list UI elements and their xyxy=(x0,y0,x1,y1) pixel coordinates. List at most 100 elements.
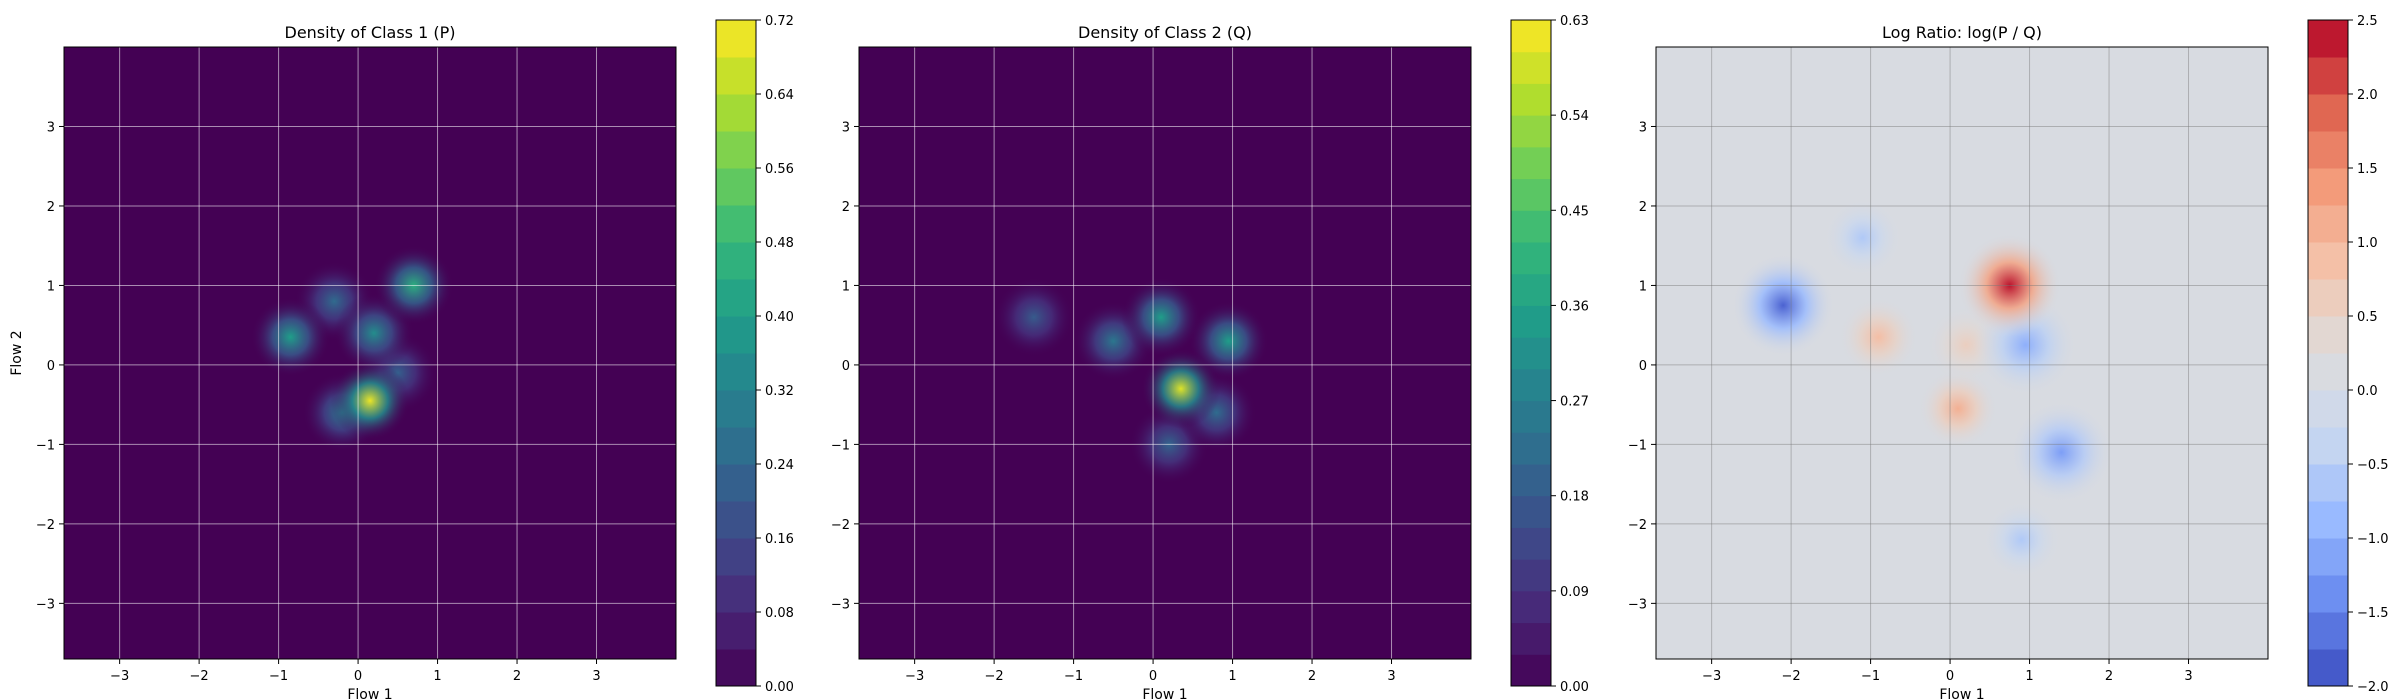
colorbar-level xyxy=(1511,495,1551,528)
colorbar-tick-label: 2.0 xyxy=(2357,88,2378,103)
y-tick-label: −3 xyxy=(1628,597,1647,612)
x-tick-label: 0 xyxy=(354,669,362,684)
colorbar-level xyxy=(1511,432,1551,465)
density-peak xyxy=(1121,277,1201,357)
colorbar-level xyxy=(2308,20,2348,58)
colorbar-level xyxy=(2308,612,2348,650)
y-tick-label: −1 xyxy=(36,438,55,453)
colorbar-level xyxy=(716,279,756,317)
y-tick-label: −2 xyxy=(1628,518,1647,533)
colorbar-level xyxy=(1511,464,1551,497)
colorbar-level xyxy=(716,464,756,502)
colorbar-level xyxy=(1511,242,1551,275)
density-peak xyxy=(1822,198,1903,278)
y-tick-label: 1 xyxy=(842,279,850,294)
plot-area xyxy=(1656,47,2268,659)
density-peak xyxy=(1958,233,2062,338)
colorbar-level xyxy=(2308,168,2348,206)
x-tick-label: −3 xyxy=(110,669,129,684)
density-peak xyxy=(1731,253,1835,357)
panel-2: −3 −2 −1 0 1 2 3 −3 −2 −1 0 1 2 3 Density of Class 2 (… xyxy=(831,14,1589,700)
density-peak xyxy=(1981,500,2062,580)
colorbar: −2.0 −1.5 −1.0 −0.5 0.0 0.5 1.0 1.5 2.0 2.5 xyxy=(2307,14,2389,695)
colorbar: 0.00 0.08 0.16 0.24 0.32 0.40 0.48 0.56 0.64 0.72 xyxy=(715,14,794,695)
colorbar-level xyxy=(716,390,756,428)
colorbar-tick-label: 0.48 xyxy=(765,236,794,251)
x-tick-label: −1 xyxy=(1861,669,1880,684)
plot-area xyxy=(859,47,1471,659)
colorbar-frame xyxy=(715,19,757,687)
colorbar-tick-label: 2.5 xyxy=(2357,14,2378,29)
x-tick-label: −2 xyxy=(985,669,1004,684)
colorbar-level xyxy=(2308,649,2348,687)
colorbar-level xyxy=(1511,178,1551,211)
colorbar-level xyxy=(1511,51,1551,84)
x-tick-label: 3 xyxy=(2184,669,2192,684)
colorbar-level xyxy=(1511,146,1551,180)
axes-frame xyxy=(63,46,677,660)
x-tick-label: −1 xyxy=(1064,669,1083,684)
chart-title: Density of Class 2 (Q) xyxy=(1078,23,1252,42)
colorbar-level xyxy=(2308,57,2348,95)
colorbar-level xyxy=(716,168,756,206)
colorbar-level xyxy=(1511,368,1551,402)
colorbar-tick-label: 0.18 xyxy=(1560,490,1589,505)
x-axis-label: Flow 1 xyxy=(1142,687,1187,700)
colorbar-level xyxy=(1511,654,1551,687)
x-tick-label: 1 xyxy=(1228,669,1236,684)
colorbar-tick-label: 0.08 xyxy=(765,606,794,621)
x-tick-label: −1 xyxy=(269,669,288,684)
colorbar-level xyxy=(1511,527,1551,560)
x-tick-label: −3 xyxy=(905,669,924,684)
colorbar-level xyxy=(716,242,756,280)
density-peak xyxy=(1141,349,1221,429)
y-tick-label: 2 xyxy=(842,200,850,215)
x-tick-label: 1 xyxy=(2025,669,2033,684)
colorbar-level xyxy=(1511,210,1551,243)
y-tick-label: 0 xyxy=(842,359,850,374)
colorbar-tick-label: 0.72 xyxy=(765,14,794,29)
colorbar-level xyxy=(1511,115,1551,148)
colorbar-level xyxy=(1511,305,1551,338)
x-tick-label: 2 xyxy=(2105,669,2113,684)
x-tick-label: 2 xyxy=(1308,669,1316,684)
colorbar-level xyxy=(1511,559,1551,592)
colorbar-level xyxy=(2308,94,2348,132)
colorbar-level xyxy=(1511,622,1551,655)
colorbar-level xyxy=(716,575,756,613)
density-peak xyxy=(1918,368,1998,449)
y-tick-label: 2 xyxy=(47,200,55,215)
colorbar-level xyxy=(2308,427,2348,465)
colorbar-level xyxy=(1511,400,1551,433)
density-peak xyxy=(994,277,1074,357)
colorbar-tick-label: 0.24 xyxy=(765,458,794,473)
y-tick-label: 1 xyxy=(1639,279,1647,294)
colorbar-level xyxy=(1511,83,1551,116)
colorbar-tick-label: 1.5 xyxy=(2357,162,2378,177)
colorbar-level xyxy=(716,353,756,391)
colorbar-tick-label: 0.45 xyxy=(1560,204,1589,219)
x-tick-label: 0 xyxy=(1149,669,1157,684)
colorbar-level xyxy=(2308,538,2348,576)
colorbar-level xyxy=(716,427,756,465)
colorbar-level xyxy=(2308,316,2348,354)
y-tick-label: −3 xyxy=(831,597,850,612)
colorbar-tick-label: 0.32 xyxy=(765,384,794,399)
colorbar-tick-label: 1.0 xyxy=(2357,236,2378,251)
y-tick-label: −2 xyxy=(36,518,55,533)
colorbar-level xyxy=(2308,390,2348,428)
colorbar-tick-label: 0.16 xyxy=(765,532,794,547)
colorbar-tick-label: 0.27 xyxy=(1560,395,1589,410)
colorbar-level xyxy=(716,612,756,650)
x-tick-label: −3 xyxy=(1702,669,1721,684)
y-tick-label: 0 xyxy=(1639,359,1647,374)
y-tick-label: 1 xyxy=(47,279,55,294)
x-axis-label: Flow 1 xyxy=(1939,687,1984,700)
y-tick-label: −1 xyxy=(1628,438,1647,453)
colorbar-level xyxy=(716,538,756,576)
colorbar-level xyxy=(2308,501,2348,539)
colorbar-tick-label: 0.40 xyxy=(765,310,794,325)
colorbar-level xyxy=(2308,279,2348,317)
colorbar-level xyxy=(716,501,756,539)
colorbar-tick-label: 0.36 xyxy=(1560,299,1589,314)
